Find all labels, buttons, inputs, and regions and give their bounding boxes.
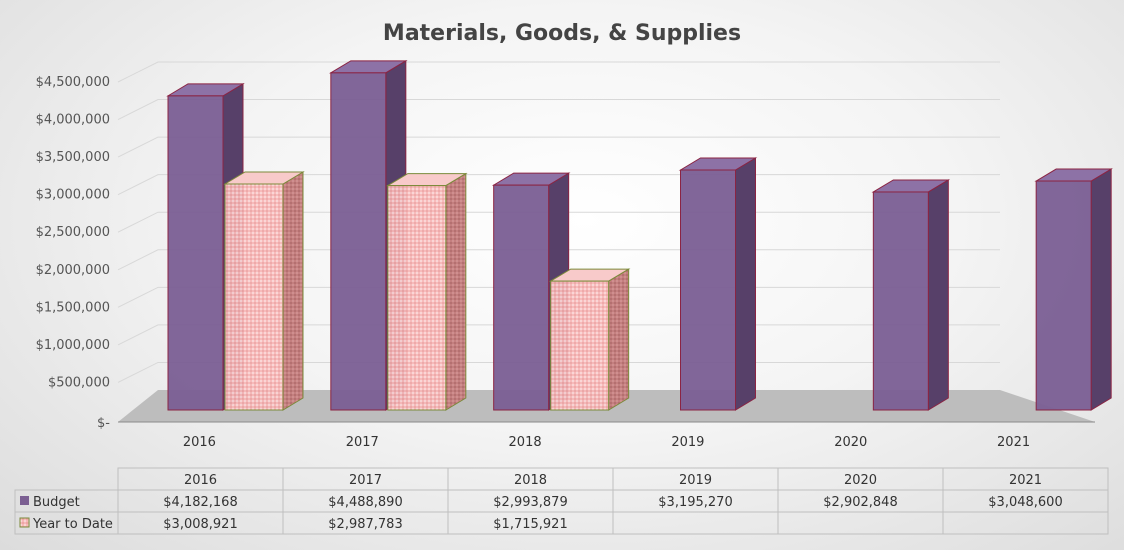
budget-bar-front [680, 169, 736, 411]
table-header-cell: 2017 [349, 473, 382, 488]
table-cell: $2,987,783 [328, 517, 402, 532]
budget-bar-front [1035, 180, 1092, 411]
ytd-bar-front [224, 183, 284, 411]
y-tick-label: $500,000 [48, 375, 110, 390]
x-tick-label: 2021 [997, 435, 1030, 450]
budget-bar [1034, 168, 1113, 411]
ytd-bar-front [550, 280, 610, 411]
ytd-bar [548, 268, 631, 411]
y-tick-label: $3,500,000 [36, 150, 110, 165]
table-cell: $4,488,890 [328, 495, 402, 510]
x-tick-label: 2020 [834, 435, 867, 450]
table-header-cell: 2019 [679, 473, 712, 488]
y-tick-label: $1,000,000 [36, 338, 110, 353]
legend-swatch-ytd [19, 517, 30, 528]
table-cell: $4,182,168 [163, 495, 237, 510]
ytd-bar [223, 171, 305, 411]
table-header-cell: 2016 [184, 473, 217, 488]
y-tick-label: $4,500,000 [36, 75, 110, 90]
table-cell: $2,993,879 [493, 495, 567, 510]
table-cell: $3,195,270 [658, 495, 732, 510]
table-header-cell: 2020 [844, 473, 877, 488]
chart-title: Materials, Goods, & Supplies [383, 21, 741, 46]
budget-bar [871, 179, 951, 411]
table-cell: $3,008,921 [163, 517, 237, 532]
ytd-bar-front [387, 185, 447, 411]
budget-bar-side [735, 157, 756, 411]
table-cell: $1,715,921 [493, 517, 567, 532]
budget-bar-side [927, 179, 949, 411]
x-tick-label: 2017 [346, 435, 379, 450]
ytd-bar-side [445, 172, 467, 411]
table-header-cell: 2021 [1009, 473, 1042, 488]
table-row-label: Year to Date [32, 517, 113, 532]
y-tick-label: $4,000,000 [36, 113, 110, 128]
ytd-bar-side [608, 268, 630, 411]
table-row-label: Budget [33, 495, 80, 510]
y-tick-label: $2,500,000 [36, 225, 110, 240]
y-tick-label: $2,000,000 [36, 263, 110, 278]
budget-bar [329, 59, 408, 411]
table-header-cell: 2018 [514, 473, 547, 488]
budget-bar-front [872, 191, 929, 411]
y-tick-label: $- [97, 416, 110, 431]
budget-bar-side [1090, 168, 1112, 411]
budget-bar [678, 157, 758, 411]
table-cell: $2,902,848 [823, 495, 897, 510]
x-tick-label: 2016 [183, 435, 216, 450]
y-tick-label: $1,500,000 [36, 300, 110, 315]
budget-bar-front [167, 95, 224, 411]
gridline [117, 99, 1000, 121]
y-tick-label: $3,000,000 [36, 188, 110, 203]
table-cell: $3,048,600 [988, 495, 1062, 510]
x-tick-label: 2018 [509, 435, 542, 450]
ytd-bar-side [282, 171, 304, 411]
budget-bar-front [330, 72, 387, 411]
budget-bar-front [493, 184, 550, 411]
legend-swatch-budget [20, 496, 29, 505]
x-tick-label: 2019 [671, 435, 704, 450]
gridline [117, 61, 1000, 83]
ytd-bar [386, 172, 468, 411]
gridline [117, 136, 1000, 158]
